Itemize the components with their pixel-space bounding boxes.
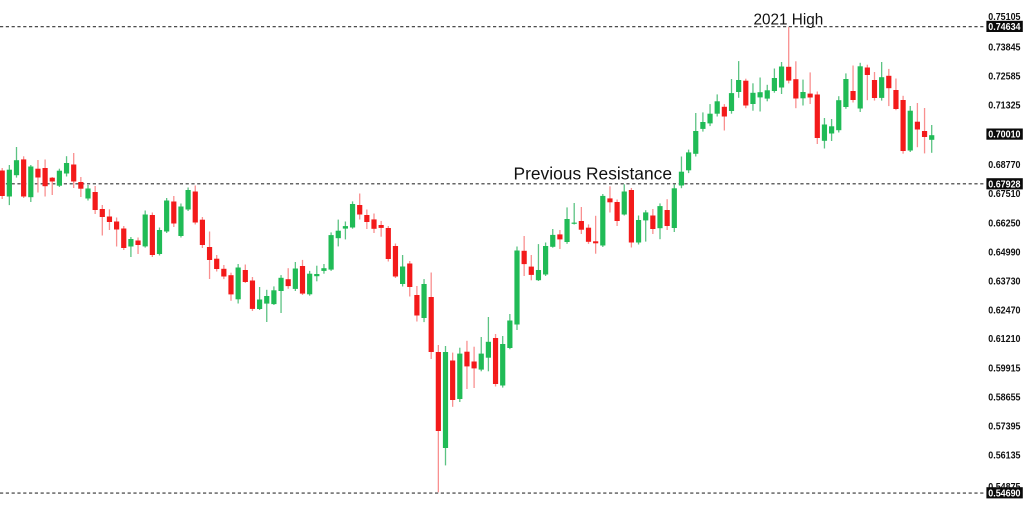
svg-text:0.74634: 0.74634 <box>988 21 1021 33</box>
svg-text:Previous Resistance: Previous Resistance <box>514 164 673 184</box>
svg-text:0.68770: 0.68770 <box>988 159 1021 171</box>
svg-text:0.72585: 0.72585 <box>988 71 1021 83</box>
svg-text:0.59915: 0.59915 <box>988 363 1021 375</box>
svg-text:0.62470: 0.62470 <box>988 305 1021 317</box>
svg-text:0.56135: 0.56135 <box>988 450 1021 462</box>
svg-text:0.71325: 0.71325 <box>988 100 1021 112</box>
svg-text:0.64990: 0.64990 <box>988 247 1021 259</box>
svg-text:2021 High: 2021 High <box>754 11 824 28</box>
svg-text:0.70010: 0.70010 <box>988 129 1021 141</box>
svg-text:0.54690: 0.54690 <box>988 488 1021 500</box>
svg-text:0.67510: 0.67510 <box>988 188 1021 200</box>
svg-text:0.73845: 0.73845 <box>988 42 1021 54</box>
svg-text:0.63730: 0.63730 <box>988 276 1021 288</box>
svg-text:0.75105: 0.75105 <box>988 11 1021 23</box>
svg-text:0.57395: 0.57395 <box>988 421 1021 433</box>
svg-text:0.61210: 0.61210 <box>988 333 1021 345</box>
svg-text:0.66250: 0.66250 <box>988 218 1021 230</box>
svg-text:0.58655: 0.58655 <box>988 392 1021 404</box>
svg-text:0.67928: 0.67928 <box>988 179 1021 191</box>
